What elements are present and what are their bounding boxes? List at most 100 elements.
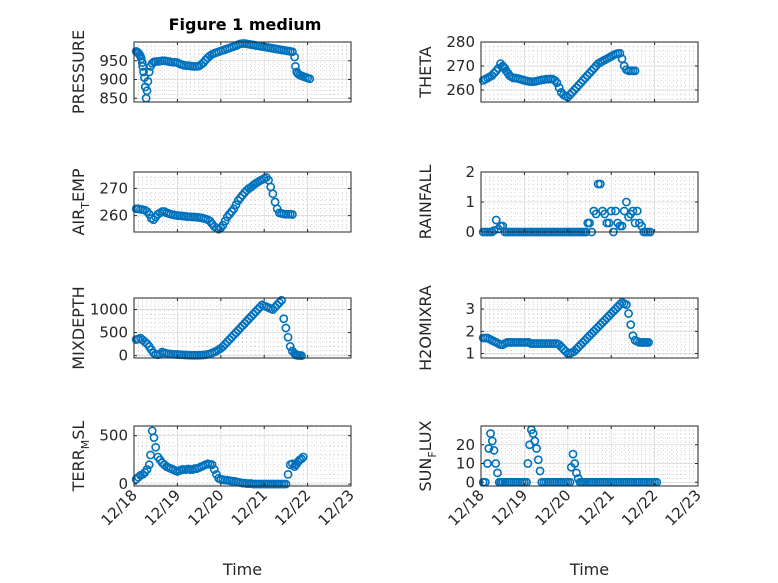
data-point — [229, 330, 239, 340]
data-point — [569, 346, 579, 356]
data-point — [220, 339, 230, 349]
data-point — [580, 335, 590, 345]
axes-box — [480, 41, 699, 103]
data-point — [617, 221, 627, 231]
y-axis-label: SUNFLUX — [416, 420, 439, 491]
data-point — [628, 206, 638, 216]
data-point — [587, 66, 597, 76]
data-point — [613, 302, 623, 312]
data-point — [137, 58, 147, 68]
axes-box — [133, 41, 352, 103]
y-axis-label: RAINFALL — [416, 165, 435, 240]
subplot-6: 1 2 3 H2OMIXRA — [416, 285, 699, 371]
y-tick-label: 20 — [456, 436, 475, 454]
data-point — [297, 454, 306, 464]
y-tick-label: 270 — [446, 57, 475, 75]
data-point — [587, 329, 597, 338]
data-point — [570, 459, 580, 468]
axes-box — [480, 425, 699, 487]
x-tick-label: 12/18 — [445, 486, 488, 529]
data-point — [593, 322, 603, 332]
data-point — [491, 215, 501, 225]
data-point — [283, 332, 293, 342]
data-point — [140, 337, 150, 347]
y-tick-label: 1000 — [90, 301, 128, 319]
data-point — [218, 342, 228, 351]
data-point — [489, 445, 499, 455]
data-point — [535, 466, 545, 476]
data-point — [246, 312, 256, 321]
x-tick-label: 12/19 — [141, 486, 184, 529]
y-tick-label: 0 — [118, 347, 128, 365]
data-point — [251, 307, 260, 317]
data-point — [569, 85, 579, 95]
data-point — [572, 344, 581, 354]
data-point — [585, 331, 594, 341]
data-point — [602, 313, 612, 323]
y-axis-label: MIXDEPTH — [69, 286, 88, 369]
subplot-4: 0 1 2 RAINFALL — [416, 163, 699, 241]
data-point — [576, 78, 586, 88]
data-point — [582, 333, 592, 343]
data-point — [288, 47, 297, 57]
data-point — [572, 83, 581, 92]
data-point — [491, 66, 501, 76]
y-tick-label: 0 — [118, 475, 128, 493]
data-point — [288, 210, 297, 219]
data-point — [574, 342, 584, 352]
data-point — [305, 74, 315, 84]
data-point — [630, 66, 640, 76]
data-point — [550, 76, 560, 85]
y-tick-label: 2 — [465, 322, 475, 340]
x-tick-label: 12/21 — [228, 486, 271, 529]
data-point — [565, 90, 575, 100]
subplot-2: 260 270 280 THETA — [416, 33, 699, 103]
data-point — [274, 298, 284, 308]
data-point — [272, 300, 282, 310]
data-point — [582, 71, 592, 80]
y-tick-label: 280 — [446, 33, 475, 51]
data-point — [589, 326, 599, 336]
data-point — [608, 306, 618, 316]
y-axis-label: TERRMSL — [69, 421, 92, 493]
data-point — [142, 86, 152, 96]
y-axis-label: H2OMIXRA — [416, 285, 435, 371]
data-point — [248, 309, 258, 319]
data-point — [595, 179, 605, 189]
data-point — [606, 206, 616, 216]
data-point — [489, 226, 499, 235]
data-point — [143, 76, 153, 86]
data-point — [578, 338, 588, 347]
data-point — [559, 344, 568, 354]
y-tick-label: 1 — [465, 193, 475, 211]
data-point — [268, 189, 278, 199]
x-tick-label: 12/22 — [271, 486, 314, 529]
data-point — [279, 314, 289, 324]
data-point — [144, 460, 154, 470]
data-point — [611, 304, 620, 314]
data-point — [491, 459, 501, 468]
data-point — [240, 318, 250, 328]
data-series — [478, 298, 653, 358]
data-point — [585, 68, 594, 78]
data-point — [589, 64, 599, 73]
data-point — [621, 300, 631, 310]
data-point — [556, 342, 566, 352]
data-point — [144, 67, 154, 77]
y-axis-label: THETA — [416, 46, 435, 98]
data-point — [598, 318, 607, 327]
data-point — [244, 314, 254, 324]
data-point — [606, 309, 616, 318]
y-tick-label: 2 — [465, 163, 475, 181]
data-point — [233, 325, 243, 335]
data-point — [281, 323, 291, 333]
data-point — [235, 323, 245, 333]
y-tick-label: 10 — [456, 455, 475, 473]
data-point — [574, 80, 584, 90]
data-point — [283, 469, 293, 479]
data-point — [604, 218, 614, 228]
